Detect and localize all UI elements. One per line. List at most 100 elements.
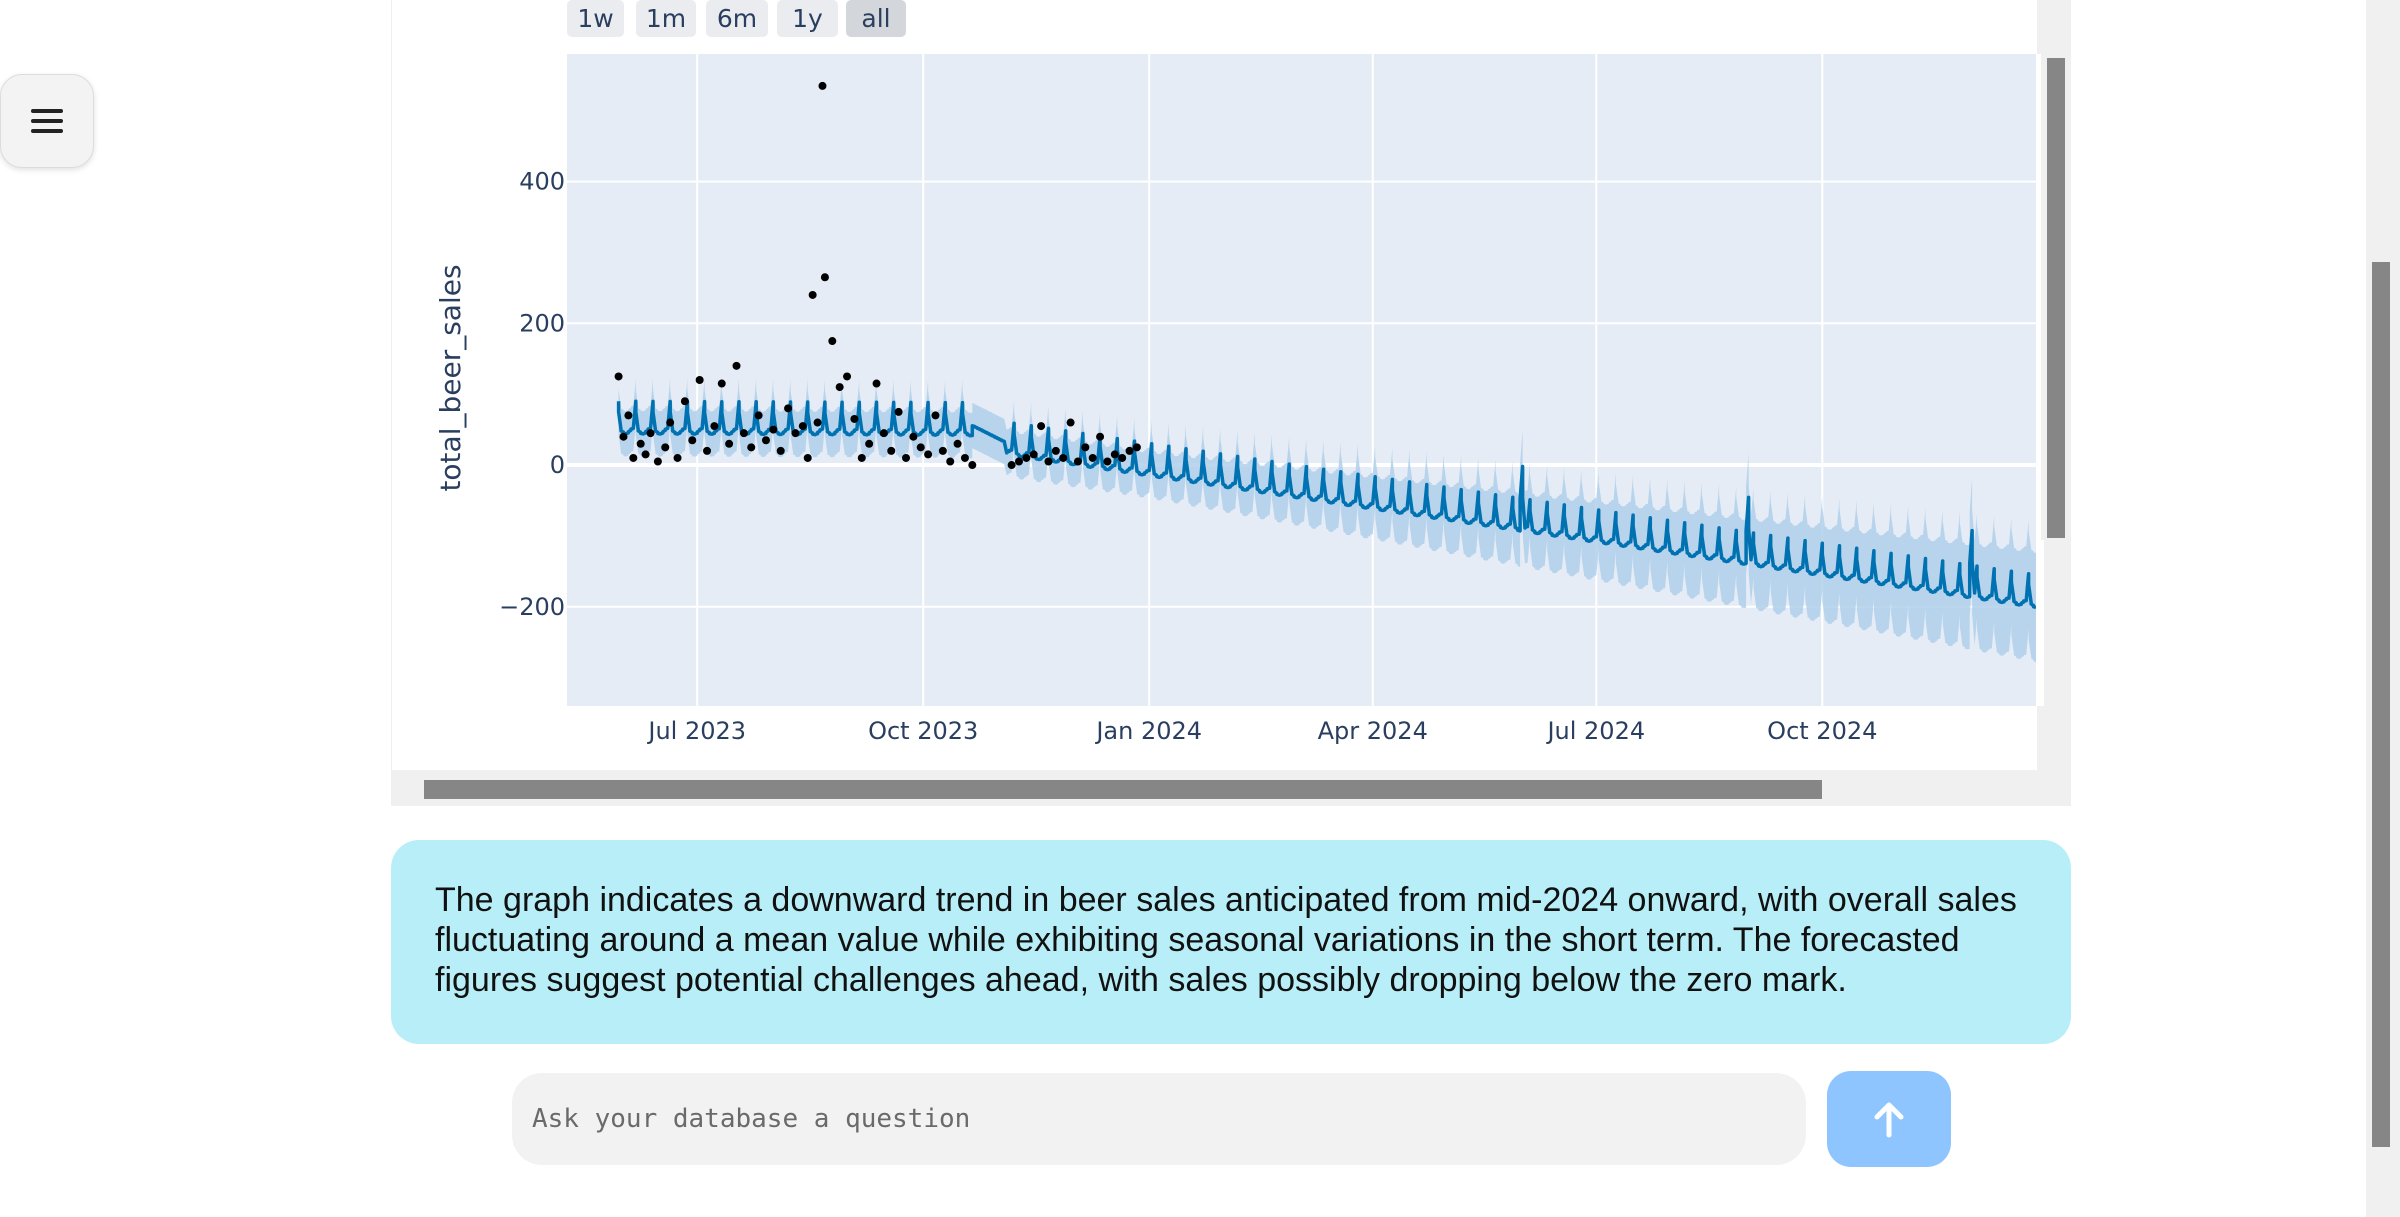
observed-point [784,404,793,413]
observed-point [688,436,697,445]
x-tick-label: Jul 2024 [1545,717,1645,745]
observed-point [902,453,910,462]
observed-point [614,372,623,381]
y-tick-label: 400 [519,168,565,196]
observed-point [924,450,933,459]
observed-point [666,418,675,427]
observed-point [680,397,689,406]
observed-point [968,461,977,470]
observed-point [776,446,785,455]
observed-point [769,425,778,434]
observed-point [710,422,719,431]
forecast-chart: Jul 2023 Oct 2023 Jan 2024 Apr 2024 Jul 2024… [434,54,2044,745]
y-axis-title: total_beer_sales [434,264,467,491]
observed-point [624,411,633,420]
observed-point [850,414,859,423]
observed-point [673,453,682,462]
observed-point [1125,446,1134,455]
observed-point [865,439,874,448]
observed-point [791,429,800,438]
observed-point [909,432,918,441]
observed-point [818,81,827,90]
observed-point [1044,457,1053,466]
chart-vertical-scrollbar-thumb[interactable] [2047,58,2065,538]
range-button-6m[interactable]: 6m [706,0,768,37]
observed-point [872,379,881,388]
observed-point [1051,446,1060,455]
x-tick-label: Oct 2023 [868,717,978,745]
observed-point [636,439,645,448]
question-input[interactable] [512,1073,1806,1165]
x-tick-label: Oct 2024 [1767,717,1877,745]
observed-point [1118,453,1127,462]
x-tick-label: Apr 2024 [1318,717,1428,745]
observed-point [894,407,903,416]
observed-point [953,439,962,448]
observed-point [1132,443,1141,452]
observed-point [916,443,925,452]
plot-right-mask [2036,54,2044,706]
observed-point [1059,453,1068,462]
observed-point [1029,450,1038,459]
observed-point [857,453,866,462]
observed-point [1037,422,1046,431]
chart-horizontal-scrollbar-thumb[interactable] [424,780,1822,799]
observed-point [803,453,812,462]
observed-point [828,337,837,346]
observed-point [732,361,741,370]
forecast-line [616,399,2037,610]
chart-summary-message: The graph indicates a downward trend in … [391,840,2071,1044]
summary-text: The graph indicates a downward trend in … [435,881,2017,999]
observed-point [619,432,628,441]
observed-point [1015,457,1023,466]
observed-point [653,457,662,466]
observed-point [879,429,888,438]
observed-point [695,376,704,384]
observed-point [1066,418,1075,427]
y-tick-label: −200 [499,593,565,621]
observed-point [843,372,852,381]
menu-button[interactable] [0,74,94,168]
range-button-1m[interactable]: 1m [636,0,696,37]
observed-point [646,429,655,438]
observed-point [887,446,896,455]
observed-point [641,450,650,459]
observed-point [747,443,756,452]
observed-point [703,446,712,455]
observed-point [717,379,726,388]
observed-point [835,383,844,392]
observed-point [1073,457,1082,466]
x-tick-label: Jul 2023 [646,717,746,745]
observed-point [1096,432,1105,441]
hamburger-icon [31,109,63,133]
observed-point [813,418,822,427]
range-button-1w[interactable]: 1w [567,0,624,37]
observed-point [1022,453,1031,462]
observed-point [1110,450,1119,459]
forecast-uncertainty-band [618,378,2036,662]
observed-point [661,443,670,452]
observed-point [1081,443,1090,452]
observed-point [1103,457,1112,466]
range-button-1y[interactable]: 1y [777,0,838,37]
observed-point [761,436,770,445]
x-tick-label: Jan 2024 [1094,717,1202,745]
observed-point [808,290,817,299]
observed-point [725,439,734,448]
observed-point [798,422,807,431]
y-tick-label: 200 [519,309,565,337]
send-button[interactable] [1827,1071,1951,1167]
observed-point [754,411,763,420]
page-scrollbar-thumb[interactable] [2372,262,2390,1147]
range-button-all[interactable]: all [846,0,906,37]
observed-point [946,457,955,466]
observed-point [1007,461,1016,470]
observed-point [820,273,829,282]
observed-point [629,453,638,462]
observed-point [960,453,969,462]
observed-point [739,429,748,438]
arrow-up-icon [1874,1102,1904,1138]
observed-point [938,446,947,455]
observed-point [1088,453,1097,462]
observed-point [931,411,940,420]
